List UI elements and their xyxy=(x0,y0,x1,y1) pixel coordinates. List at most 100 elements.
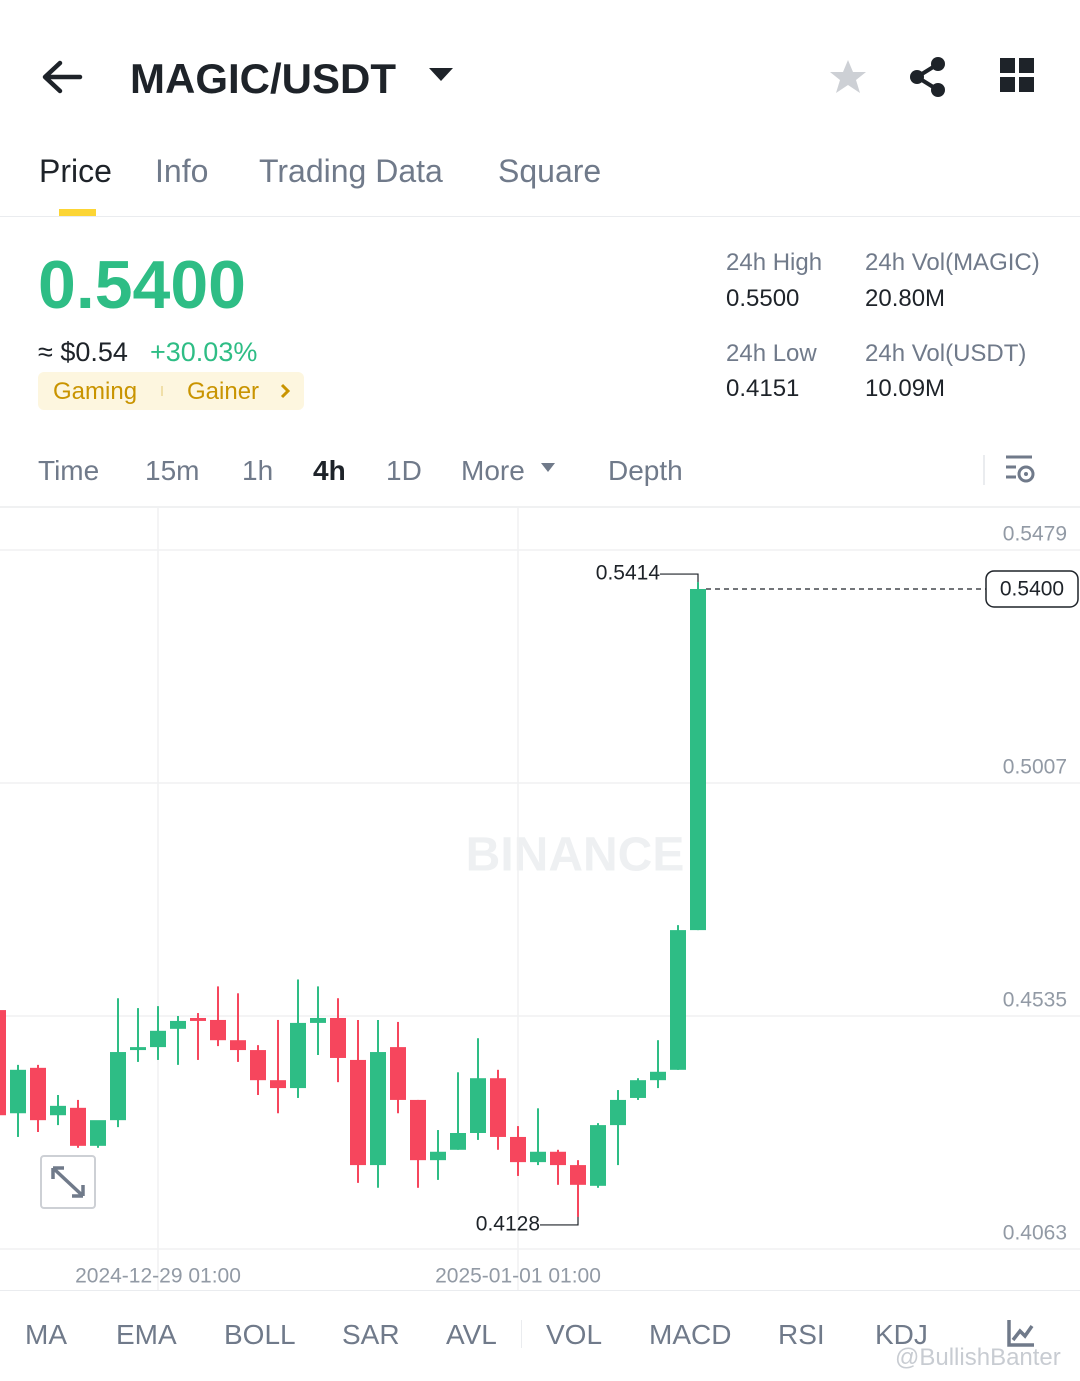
candle-body xyxy=(330,1017,346,1058)
indicator[interactable]: EMA xyxy=(116,1319,177,1350)
candle-body xyxy=(490,1078,506,1137)
last-price-label: 0.5400 xyxy=(1000,578,1064,601)
indicator-settings-icon[interactable] xyxy=(1006,1318,1036,1348)
interval[interactable]: 1h xyxy=(242,455,274,486)
chart-settings-icon[interactable] xyxy=(1004,454,1038,486)
candle-body xyxy=(270,1080,286,1089)
usd-price: ≈ $0.54 xyxy=(38,337,128,367)
indicator[interactable]: MA xyxy=(25,1319,67,1350)
divider xyxy=(983,455,985,485)
y-tick-label: 0.5479 xyxy=(1003,523,1067,546)
stat-label: 24h High xyxy=(726,249,823,276)
interval[interactable]: More xyxy=(461,455,525,486)
indicator[interactable]: MACD xyxy=(649,1319,732,1350)
interval[interactable]: Depth xyxy=(608,455,683,486)
fullscreen-button[interactable] xyxy=(40,1155,96,1209)
y-tick-label: 0.4535 xyxy=(1003,989,1067,1012)
candle-body xyxy=(190,1017,206,1021)
indicator[interactable]: SAR xyxy=(342,1319,400,1350)
candle-body xyxy=(570,1165,586,1185)
indicator[interactable]: BOLL xyxy=(224,1319,296,1350)
candle-body xyxy=(370,1052,386,1166)
price-change: +30.03% xyxy=(150,337,258,367)
pair-dropdown[interactable] xyxy=(428,66,454,84)
indicator[interactable]: KDJ xyxy=(875,1319,928,1350)
candle-body xyxy=(450,1133,466,1150)
candle-body xyxy=(350,1059,366,1166)
tab[interactable]: Price xyxy=(39,153,112,189)
divider xyxy=(521,1320,522,1348)
candle-body xyxy=(150,1030,166,1048)
candle-body xyxy=(510,1136,526,1163)
favorite-icon[interactable] xyxy=(828,58,868,96)
tag-chevron xyxy=(280,383,291,399)
min-connector xyxy=(540,1216,579,1226)
candle-body xyxy=(530,1151,546,1163)
interval[interactable]: 15m xyxy=(145,455,200,486)
interval[interactable]: 4h xyxy=(313,455,346,486)
max-connector xyxy=(660,573,699,583)
candle-body xyxy=(250,1050,266,1081)
indicator[interactable]: VOL xyxy=(546,1319,603,1350)
max-label: 0.5414 xyxy=(596,562,661,585)
candle-body xyxy=(90,1120,106,1146)
candle-body xyxy=(630,1080,646,1098)
tag[interactable]: Gaming xyxy=(53,378,138,405)
candle-body xyxy=(390,1047,406,1100)
candle-body xyxy=(430,1151,446,1161)
indicator[interactable]: AVL xyxy=(446,1319,497,1350)
share-icon[interactable] xyxy=(908,56,948,98)
candle-body xyxy=(210,1019,226,1041)
tag-box[interactable] xyxy=(38,372,304,410)
candle-body xyxy=(410,1099,426,1161)
watermark: @BullishBanter xyxy=(895,1344,1061,1371)
candle-body xyxy=(170,1020,186,1029)
tab[interactable]: Square xyxy=(498,153,602,189)
x-tick-label: 2024-12-29 01:00 xyxy=(75,1265,241,1288)
last-price: 0.5400 xyxy=(38,247,246,323)
candle-body xyxy=(10,1069,26,1114)
y-tick-label: 0.5007 xyxy=(1003,756,1067,779)
candle-body xyxy=(310,1017,326,1023)
min-label: 0.4128 xyxy=(476,1212,540,1235)
candlestick-chart: BINANCE 0.5479 0.5007 0.4535 0.4063 2024-12-2… xyxy=(0,508,1080,1290)
candle-body xyxy=(130,1047,146,1051)
tag-separator xyxy=(161,386,163,396)
candle-body xyxy=(30,1067,46,1121)
candle-body xyxy=(110,1052,126,1121)
interval[interactable]: 1D xyxy=(386,455,422,486)
divider xyxy=(0,216,1080,217)
x-tick-label: 2025-01-01 01:00 xyxy=(435,1265,601,1288)
stat-value: 0.4151 xyxy=(726,375,800,402)
stat-label: 24h Low xyxy=(726,340,817,367)
pair-title[interactable]: MAGIC/USDT xyxy=(130,55,396,102)
interval[interactable]: Time xyxy=(38,455,100,486)
candle-body xyxy=(590,1125,606,1186)
candle-body xyxy=(230,1040,246,1051)
candle-body xyxy=(290,1022,306,1089)
tag[interactable]: Gainer xyxy=(187,378,260,405)
candle-body xyxy=(690,588,706,931)
tab[interactable]: Info xyxy=(155,153,209,189)
stat-value: 10.09M xyxy=(865,375,946,402)
more-caret xyxy=(541,463,555,472)
stat-label: 24h Vol(USDT) xyxy=(865,340,1027,367)
tab[interactable]: Trading Data xyxy=(259,153,443,189)
candle-body xyxy=(610,1099,626,1126)
stat-label: 24h Vol(MAGIC) xyxy=(865,249,1040,276)
layout-icon[interactable] xyxy=(1000,58,1036,94)
stat-value: 0.5500 xyxy=(726,285,800,312)
divider xyxy=(0,1290,1080,1291)
y-tick-label: 0.4063 xyxy=(1003,1222,1067,1245)
last-price-box xyxy=(985,570,1079,608)
divider xyxy=(0,506,1080,508)
back-icon[interactable] xyxy=(40,58,84,98)
candle-body xyxy=(0,1010,6,1116)
indicator[interactable]: RSI xyxy=(778,1319,825,1350)
stat-value: 20.80M xyxy=(865,285,946,312)
candle-body xyxy=(70,1107,86,1146)
tab-indicator xyxy=(59,209,96,216)
candle-body xyxy=(650,1071,666,1081)
chart-watermark: BINANCE xyxy=(466,829,685,882)
